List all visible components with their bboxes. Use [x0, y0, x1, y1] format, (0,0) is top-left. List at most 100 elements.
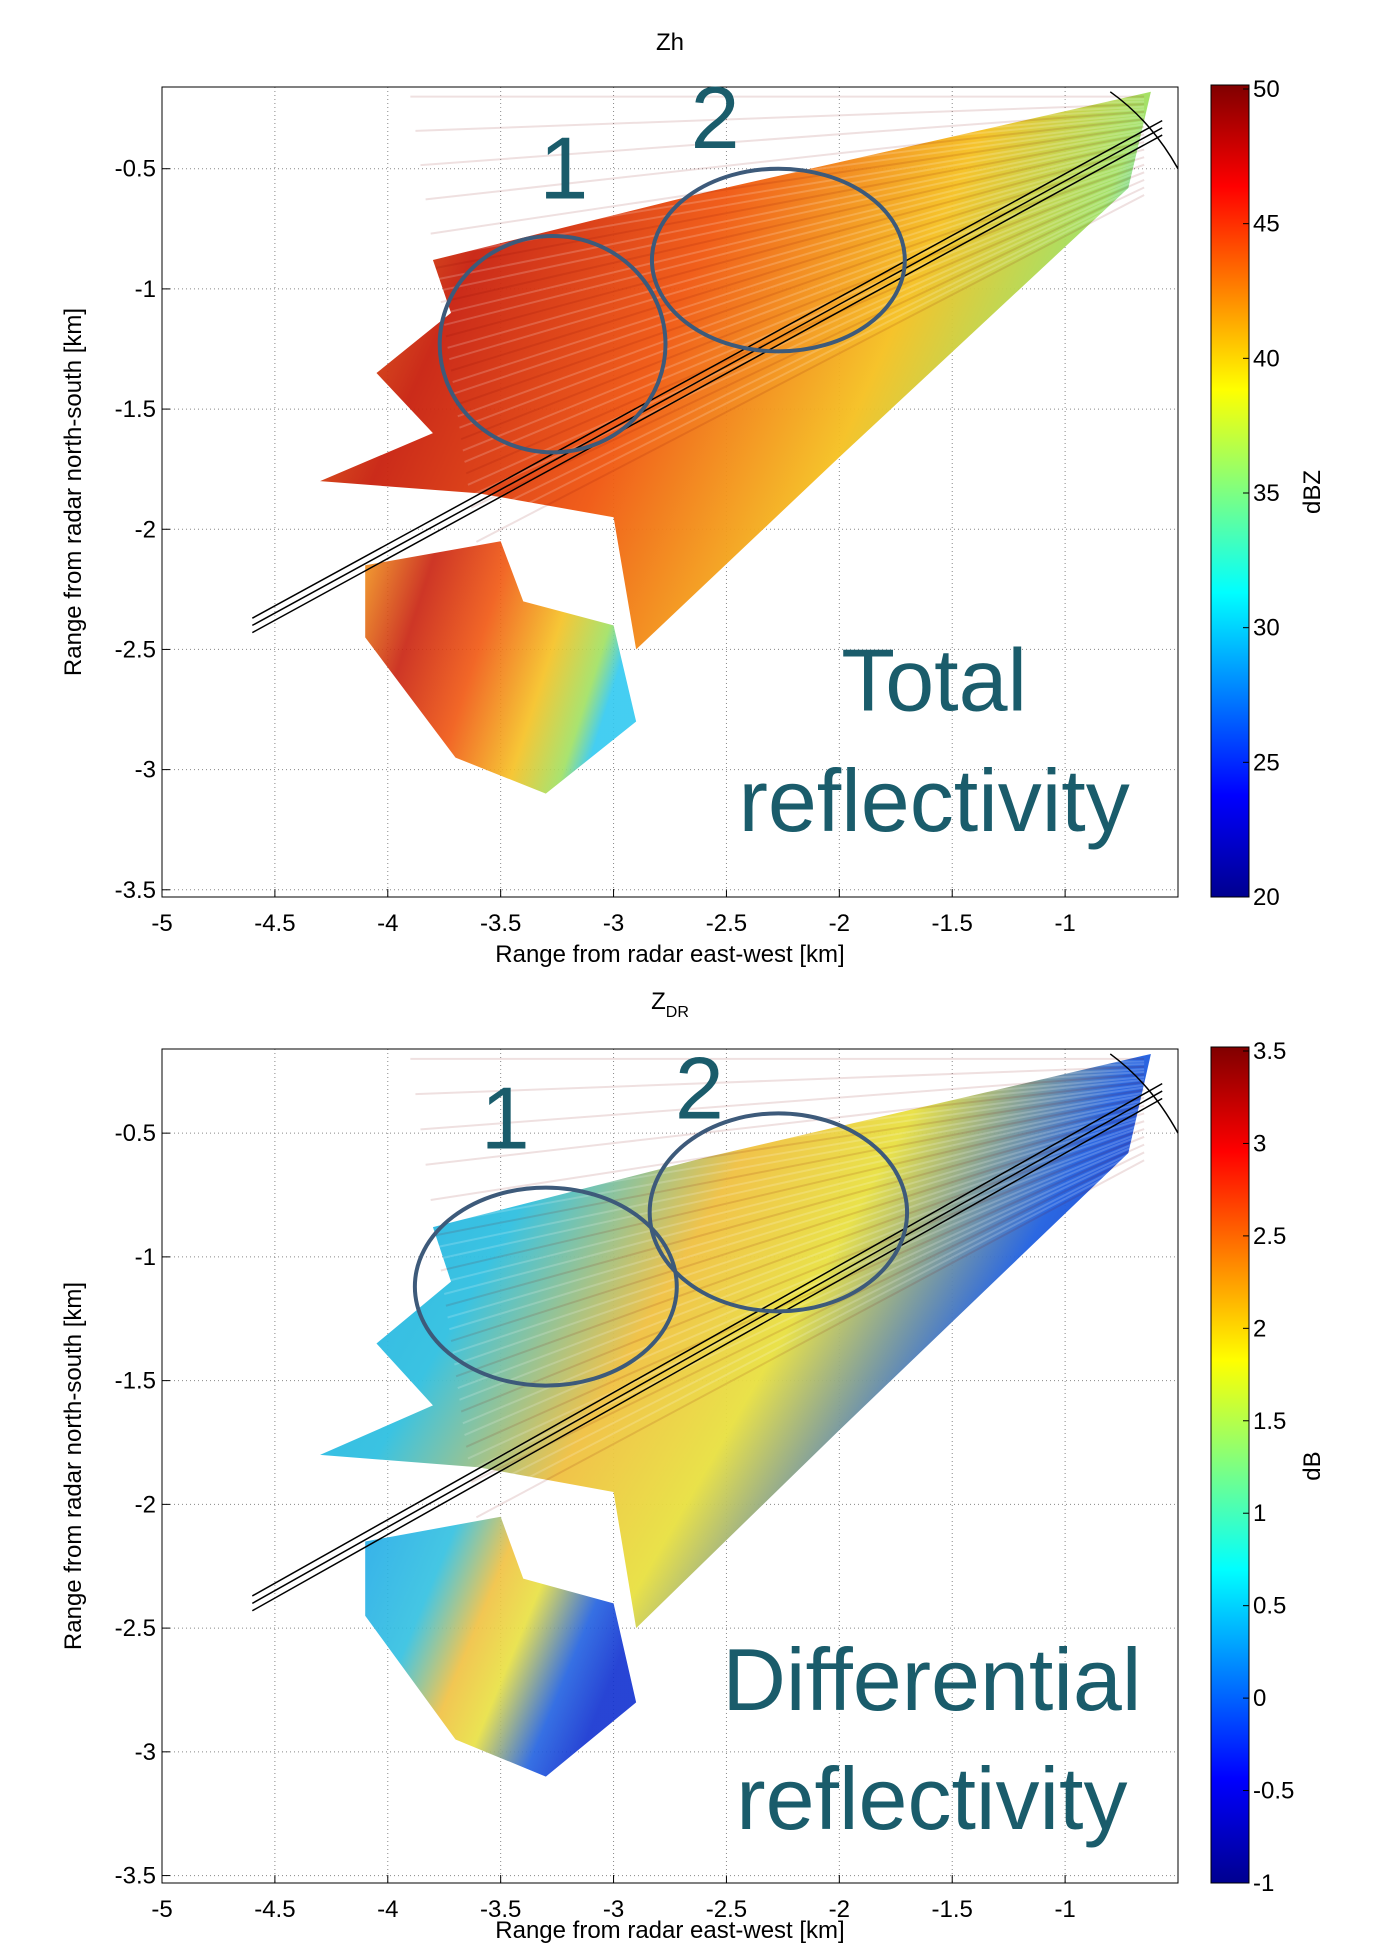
radar-ray [427, 120, 1145, 212]
y-tick-label: -3 [135, 1739, 156, 1766]
axes-frame [161, 86, 1179, 898]
title-subscript: DR [666, 1004, 689, 1021]
radar-ray [465, 178, 1145, 475]
radar-ray [442, 1107, 1145, 1284]
colorbar-tick-label: 50 [1253, 76, 1280, 103]
highlight-circle [437, 234, 668, 455]
colorbar-tick-label: 40 [1253, 345, 1280, 372]
x-tick-label: -3.5 [480, 910, 521, 937]
radar-ray [440, 1104, 1145, 1272]
radar-field [365, 541, 637, 794]
x-tick-label: -2 [829, 910, 850, 937]
radar-ray [455, 1128, 1145, 1378]
y-tick-label: -2 [135, 516, 156, 543]
radar-ray [474, 1156, 1145, 1507]
highlight-circle [412, 1185, 679, 1388]
radar-ray [472, 189, 1145, 520]
radar-ray [457, 1130, 1145, 1389]
x-tick-label: -2.5 [706, 910, 747, 937]
radar-ray [422, 113, 1145, 178]
radar-ray [443, 146, 1145, 326]
annotation: reflectivity [736, 1749, 1127, 1848]
radar-ray [450, 156, 1145, 372]
radar-ray [438, 138, 1145, 292]
radar-ray [430, 1089, 1145, 1201]
radar-ray [450, 1120, 1145, 1342]
annotation: Total [841, 631, 1027, 730]
radar-ray [467, 181, 1145, 486]
radar-ray [475, 1159, 1145, 1519]
colorbar-tick-label: 1 [1253, 1500, 1266, 1527]
y-axis-label: Range from radar north-south [km] [60, 1282, 87, 1650]
y-tick-label: -3 [135, 757, 156, 784]
highlight-circle [647, 1111, 910, 1314]
radar-ray [447, 151, 1145, 349]
radar-ray [457, 166, 1145, 418]
colorbar-tick-label: 3 [1253, 1130, 1266, 1157]
colorbar [1210, 84, 1250, 898]
x-tick-label: -5 [151, 1896, 172, 1923]
beam-line [251, 1097, 1163, 1612]
y-axis-label: Range from radar north-south [km] [60, 308, 87, 676]
radar-field [320, 1053, 1151, 1629]
x-tick-label: -3 [603, 1896, 624, 1923]
colorbar-tick-label: 20 [1253, 884, 1280, 911]
radar-ray [430, 125, 1145, 235]
radar-ray [445, 148, 1145, 338]
y-tick-label: -0.5 [115, 1120, 156, 1147]
x-tick-label: -1 [1054, 1896, 1075, 1923]
colorbar-tick-label: 25 [1253, 749, 1280, 776]
annotation: 2 [675, 1039, 724, 1138]
radar-ray [433, 1094, 1145, 1225]
radar-ray [418, 108, 1145, 155]
radar-ray [412, 98, 1145, 110]
radar-ray [449, 153, 1145, 361]
colorbar-tick-label: 0 [1253, 1685, 1266, 1712]
radar-ray [413, 1063, 1145, 1084]
radar-ray [459, 168, 1145, 429]
x-axis-label: Range from radar east-west [km] [495, 941, 844, 968]
radar-ray [425, 118, 1145, 201]
radar-ray [467, 1146, 1145, 1460]
radar-ray [460, 171, 1145, 441]
radar-ray [447, 1115, 1145, 1319]
colorbar-tick-label: 3.5 [1253, 1038, 1286, 1065]
colorbar-label: dB [1299, 1451, 1326, 1480]
range-arc [1109, 91, 1179, 170]
colorbar-tick-label: 2.5 [1253, 1223, 1286, 1250]
radar-ray [437, 1099, 1145, 1248]
x-tick-label: -1 [1054, 910, 1075, 937]
x-tick-label: -3 [603, 910, 624, 937]
radar-ray [418, 1070, 1145, 1119]
x-tick-label: -2.5 [706, 1896, 747, 1923]
radar-ray [464, 176, 1145, 463]
radar-ray [415, 1065, 1145, 1096]
radar-ray [445, 1112, 1145, 1307]
radar-ray [475, 194, 1145, 543]
title-main: Z [651, 988, 666, 1015]
colorbar [1210, 1046, 1250, 1884]
radar-ray [428, 1086, 1145, 1190]
radar-ray [425, 1081, 1145, 1166]
range-arc [1109, 1053, 1179, 1134]
radar-ray [455, 163, 1145, 406]
annotation: 2 [691, 68, 740, 167]
radar-ray [435, 1096, 1145, 1237]
radar-ray [417, 1068, 1145, 1107]
x-tick-label: -2 [829, 1896, 850, 1923]
x-tick-label: -4 [377, 910, 398, 937]
radar-ray [465, 1143, 1145, 1448]
y-tick-label: -2.5 [115, 636, 156, 663]
colorbar-tick-label: 2 [1253, 1315, 1266, 1342]
colorbar-tick-label: 1.5 [1253, 1408, 1286, 1435]
radar-ray [462, 173, 1145, 452]
radar-ray [427, 1083, 1145, 1178]
x-tick-label: -1.5 [932, 1896, 973, 1923]
beam-line [251, 119, 1163, 619]
radar-ray [432, 128, 1145, 247]
colorbar-tick-label: 35 [1253, 480, 1280, 507]
chart-title: Zh [656, 29, 684, 56]
colorbar-tick-label: 45 [1253, 211, 1280, 238]
radar-ray [462, 1138, 1145, 1425]
